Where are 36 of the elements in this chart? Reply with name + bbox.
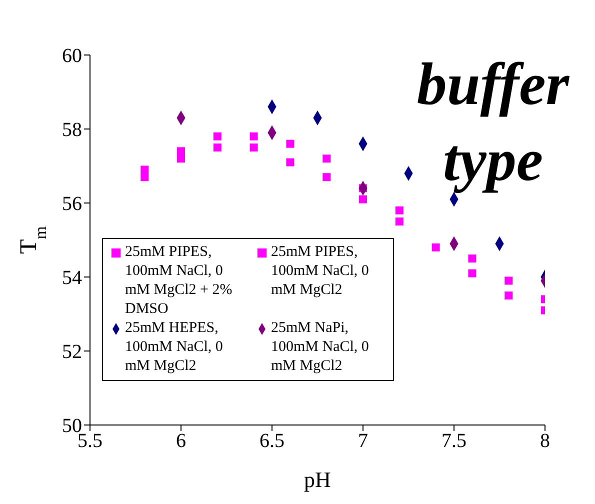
y-tick-label: 56 (62, 193, 82, 216)
legend-label: 25mM PIPES, 100mM NaCl, 0 mM MgCl2 + 2% DMSO (125, 243, 234, 319)
x-axis-title: pH (304, 467, 332, 492)
point (213, 132, 222, 140)
point (395, 206, 404, 214)
legend-label: 25mM NaPi, 100mM NaCl, 0 mM MgCl2 (271, 319, 370, 376)
x-tick-label: 6.5 (260, 430, 284, 452)
point (322, 173, 331, 182)
y-tick-label: 58 (62, 119, 82, 142)
text: buffer type (416, 50, 570, 195)
point (213, 144, 222, 152)
legend-label: 25mM HEPES, 100mM NaCl, 0 mM MgCl2 (125, 319, 224, 376)
y-tick-label: 54 (62, 267, 82, 290)
legend-label: 25mM PIPES, 100mM NaCl, 0 mM MgCl2 (271, 243, 370, 300)
point (504, 276, 513, 285)
point (359, 195, 367, 204)
point (395, 218, 404, 226)
point (286, 158, 294, 166)
point (504, 292, 513, 300)
point (468, 254, 476, 262)
y-tick-label: 60 (62, 45, 82, 68)
point (286, 140, 294, 148)
point (432, 243, 440, 252)
x-tick-label: 7 (358, 430, 368, 452)
point (468, 269, 476, 278)
point (250, 132, 258, 140)
x-tick-label: 6 (176, 430, 186, 452)
x-tick-label: 8 (540, 430, 550, 452)
point (250, 144, 258, 152)
point (177, 154, 185, 163)
point (177, 147, 185, 156)
y-tick-label: 52 (62, 341, 82, 364)
point (140, 173, 149, 182)
x-tick-label: 7.5 (442, 430, 466, 452)
point (322, 154, 331, 163)
point (140, 166, 149, 174)
